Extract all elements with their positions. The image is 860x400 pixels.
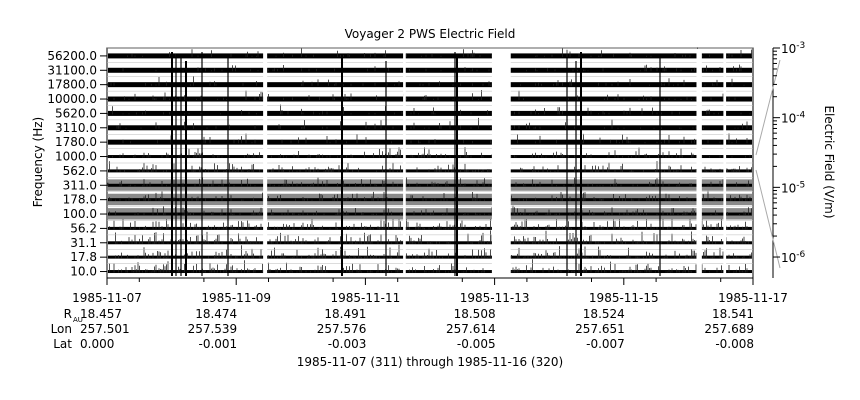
ephemeris-value: -0.003 xyxy=(328,337,367,351)
y-tick-label-562.0: 562.0 xyxy=(63,164,97,178)
channel-baseline xyxy=(108,270,752,274)
ephemeris-label-Lon: Lon xyxy=(51,322,72,336)
y-tick-label-56.2: 56.2 xyxy=(70,221,97,235)
data-gap xyxy=(723,49,727,277)
y-tick-label-56200.0: 56200.0 xyxy=(47,49,97,63)
channel-strip-1000.0 xyxy=(107,147,753,159)
ephemeris-value: 257.614 xyxy=(446,322,496,336)
y-tick-label-1780.0: 1780.0 xyxy=(55,135,97,149)
ephemeris-value: 18.508 xyxy=(454,307,496,321)
channel-baseline xyxy=(108,53,752,59)
ephemeris-value: 257.651 xyxy=(575,322,625,336)
y-tick-label-311.0: 311.0 xyxy=(63,178,97,192)
colorbar-tick-label: 10-6 xyxy=(781,250,806,265)
channel-strip-562.0 xyxy=(107,161,753,173)
channel-baseline xyxy=(108,67,752,73)
channel-strip-10.0 xyxy=(107,259,753,274)
y-tick-label-3110.0: 3110.0 xyxy=(55,121,97,135)
channel-baseline xyxy=(108,110,752,116)
channel-strip-31.1 xyxy=(107,230,753,245)
chart-title: Voyager 2 PWS Electric Field xyxy=(344,27,516,41)
ephemeris-label-R: R xyxy=(64,307,72,321)
channel-baseline xyxy=(108,139,752,145)
y-tick-label-31.1: 31.1 xyxy=(70,236,97,250)
y-tick-label-178.0: 178.0 xyxy=(63,193,97,207)
x-tick-label: 1985-11-15 xyxy=(589,291,659,305)
data-gap xyxy=(491,49,511,277)
ephemeris-value: 257.501 xyxy=(80,322,130,336)
y-tick-label-31100.0: 31100.0 xyxy=(47,63,97,77)
channel-baseline xyxy=(108,125,752,131)
channel-baseline xyxy=(108,169,752,173)
channel-baseline xyxy=(108,212,752,216)
y-tick-label-5620.0: 5620.0 xyxy=(55,106,97,120)
ephemeris-value: 257.576 xyxy=(317,322,367,336)
ephemeris-value: -0.001 xyxy=(199,337,238,351)
channel-baseline xyxy=(108,255,752,259)
channel-baseline xyxy=(108,96,752,102)
x-tick-label: 1985-11-11 xyxy=(331,291,401,305)
ephemeris-value: -0.007 xyxy=(586,337,625,351)
channel-baseline xyxy=(108,241,752,245)
colorbar-tick-label: 10-5 xyxy=(781,180,805,195)
y-tick-label-17800.0: 17800.0 xyxy=(47,78,97,92)
x-tick-label: 1985-11-09 xyxy=(201,291,271,305)
data-gap xyxy=(263,49,268,277)
channel-baseline xyxy=(108,183,752,187)
data-gap xyxy=(696,49,702,277)
ephemeris-value: 18.474 xyxy=(195,307,237,321)
ephemeris-value: 257.689 xyxy=(704,322,754,336)
data-gap xyxy=(403,49,406,277)
ephemeris-value: 18.541 xyxy=(712,307,754,321)
ephemeris-value: 18.457 xyxy=(80,307,122,321)
y-tick-label-100.0: 100.0 xyxy=(63,207,97,221)
channel-spikes xyxy=(109,259,748,273)
channel-strip-5620.0 xyxy=(107,104,753,116)
x-tick-label: 1985-11-17 xyxy=(718,291,788,305)
y-tick-label-10000.0: 10000.0 xyxy=(47,92,97,106)
channel-spikes xyxy=(109,161,752,172)
ephemeris-value: -0.008 xyxy=(715,337,754,351)
colorbar-tick-label: 10-3 xyxy=(781,41,805,56)
colorbar-tick-label: 10-4 xyxy=(781,111,806,126)
date-range-footer: 1985-11-07 (311) through 1985-11-16 (320… xyxy=(296,355,564,369)
y-tick-label-1000.0: 1000.0 xyxy=(55,150,97,164)
ephemeris-label-Lat: Lat xyxy=(53,337,72,351)
channel-baseline xyxy=(108,155,752,159)
x-tick-label: 1985-11-13 xyxy=(460,291,530,305)
ephemeris-value: 257.539 xyxy=(188,322,238,336)
ephemeris-value: 18.491 xyxy=(324,307,366,321)
y-tick-label-10.0: 10.0 xyxy=(70,265,97,279)
channel-strip-17800.0 xyxy=(107,76,753,88)
colorbar-guide xyxy=(755,59,781,269)
x-tick-label: 1985-11-07 xyxy=(72,291,142,305)
channel-baseline xyxy=(108,198,752,202)
ephemeris-sub-AU: AU xyxy=(73,316,83,324)
channel-baseline xyxy=(108,226,752,230)
ephemeris-value: 0.000 xyxy=(80,337,114,351)
channel-strip-31100.0 xyxy=(107,62,753,73)
ephemeris-value: -0.005 xyxy=(457,337,496,351)
channel-baseline xyxy=(108,82,752,88)
ephemeris-value: 18.524 xyxy=(583,307,625,321)
y-tick-label-17.8: 17.8 xyxy=(70,250,97,264)
channel-spikes xyxy=(122,64,742,72)
